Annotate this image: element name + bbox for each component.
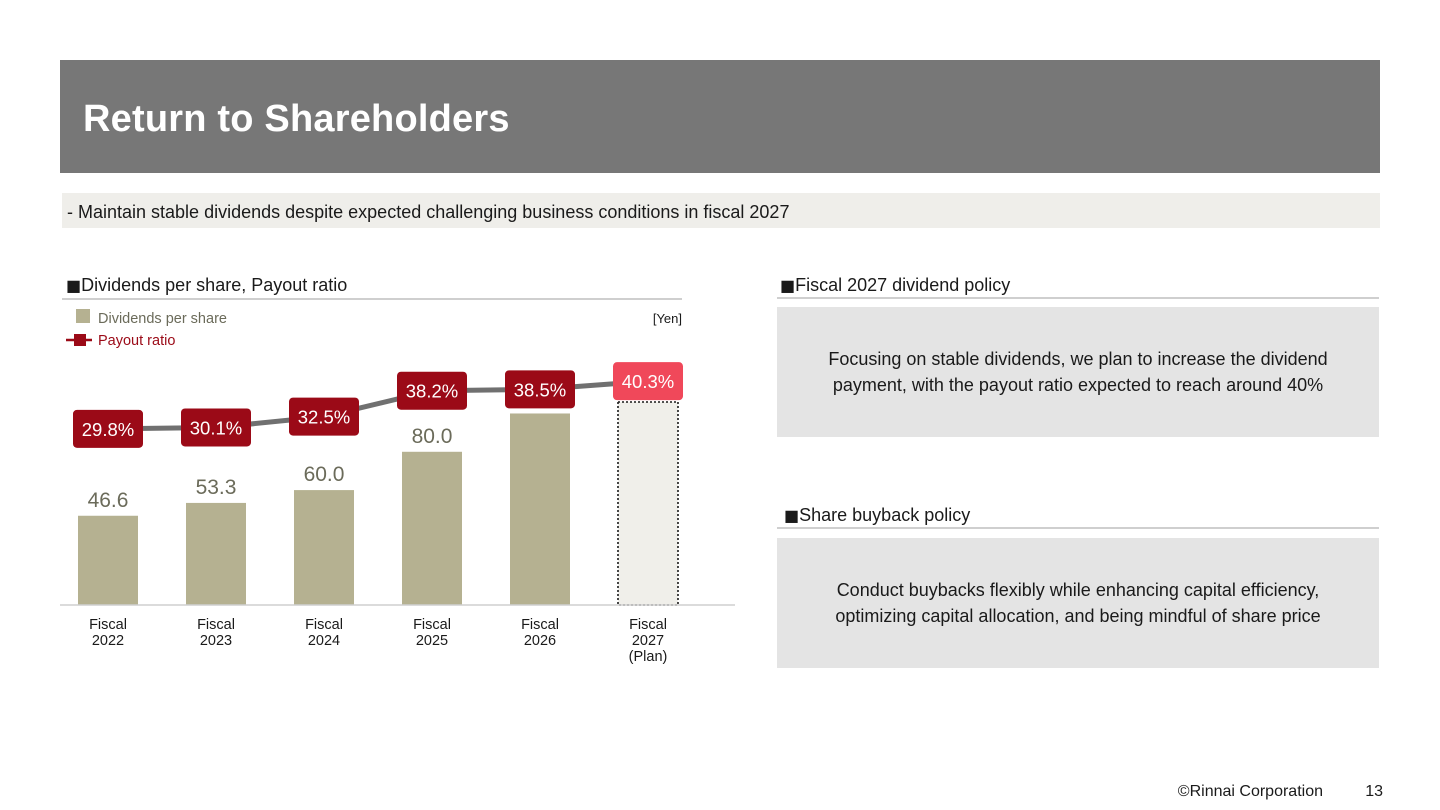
dividend-policy-text: Focusing on stable dividends, we plan to… [828, 349, 1328, 395]
x-tick-label: 2027 [632, 633, 664, 649]
subtitle-text: - Maintain stable dividends despite expe… [67, 202, 790, 222]
payout-ratio-label: 30.1% [190, 417, 242, 438]
x-tick-label: 2024 [308, 633, 340, 649]
square-bullet-icon: ■ [66, 276, 82, 295]
x-tick-label: Fiscal [413, 617, 451, 633]
buyback-policy-heading: ■Share buyback policy [784, 505, 970, 526]
buyback-policy-text: Conduct buybacks flexibly while enhancin… [835, 580, 1321, 626]
x-tick-label: Fiscal [629, 617, 667, 633]
bar [510, 413, 570, 605]
legend-bar-swatch [76, 309, 90, 323]
bar-value-label: 60.0 [304, 463, 345, 486]
bar-value-label: 46.6 [88, 489, 129, 512]
bar [294, 490, 354, 605]
payout-ratio-marker [289, 397, 359, 436]
payout-ratio-marker [73, 409, 143, 448]
x-tick-label: Fiscal [89, 617, 127, 633]
payout-ratio-label: 32.5% [298, 407, 350, 428]
payout-ratio-marker [397, 371, 467, 410]
bar [402, 451, 462, 605]
bar-value-label: 80.0 [412, 425, 453, 448]
payout-ratio-marker [613, 362, 683, 401]
bar [78, 515, 138, 605]
bar-planned [617, 401, 679, 606]
payout-ratio-marker [505, 370, 575, 409]
payout-ratio-label: 40.3% [622, 371, 674, 392]
legend-line-label: Payout ratio [98, 333, 175, 349]
bar-value-label: 53.3 [196, 476, 237, 499]
unit-label: [Yen] [653, 311, 682, 326]
x-tick-label: 2026 [524, 633, 556, 649]
payout-ratio-marker [181, 408, 251, 447]
dividend-policy-heading-text: Fiscal 2027 dividend policy [795, 275, 1011, 295]
square-bullet-icon: ■ [784, 506, 800, 525]
x-tick-label: 2025 [416, 633, 448, 649]
square-bullet-icon: ■ [780, 276, 796, 295]
legend-bar-label: Dividends per share [98, 311, 227, 327]
x-tick-label: Fiscal [521, 617, 559, 633]
section-divider [62, 298, 682, 300]
title-bar: Return to Shareholders [60, 60, 1380, 173]
x-tick-label: Fiscal [305, 617, 343, 633]
chart-section-heading-text: Dividends per share, Payout ratio [81, 275, 348, 295]
dividend-policy-heading: ■Fiscal 2027 dividend policy [780, 275, 1010, 296]
chart-legend: Dividends per share Payout ratio [66, 309, 227, 349]
payout-ratio-label: 29.8% [82, 419, 134, 440]
copyright-text: ©Rinnai Corporation [1177, 783, 1323, 800]
dividend-policy-box: Focusing on stable dividends, we plan to… [777, 307, 1379, 437]
dividend-chart: Dividends per share Payout ratio [Yen] 4… [60, 300, 740, 680]
subtitle-bar: - Maintain stable dividends despite expe… [62, 193, 1380, 228]
x-tick-label: 2022 [92, 633, 124, 649]
buyback-policy-heading-text: Share buyback policy [799, 505, 971, 525]
chart-section-heading: ■Dividends per share, Payout ratio [66, 275, 347, 296]
x-tick-label: (Plan) [629, 649, 668, 665]
payout-ratio-label: 38.2% [406, 381, 458, 402]
bar [186, 502, 246, 605]
x-tick-label: 2023 [200, 633, 232, 649]
page-number: 13 [1365, 783, 1383, 800]
page-title: Return to Shareholders [83, 98, 510, 140]
legend-line-marker [74, 334, 86, 346]
buyback-policy-box: Conduct buybacks flexibly while enhancin… [777, 538, 1379, 668]
chart-svg: Dividends per share Payout ratio [Yen] 4… [60, 309, 735, 665]
x-tick-label: Fiscal [197, 617, 235, 633]
section-divider [777, 527, 1379, 529]
payout-ratio-label: 38.5% [514, 379, 566, 400]
section-divider [777, 297, 1379, 299]
